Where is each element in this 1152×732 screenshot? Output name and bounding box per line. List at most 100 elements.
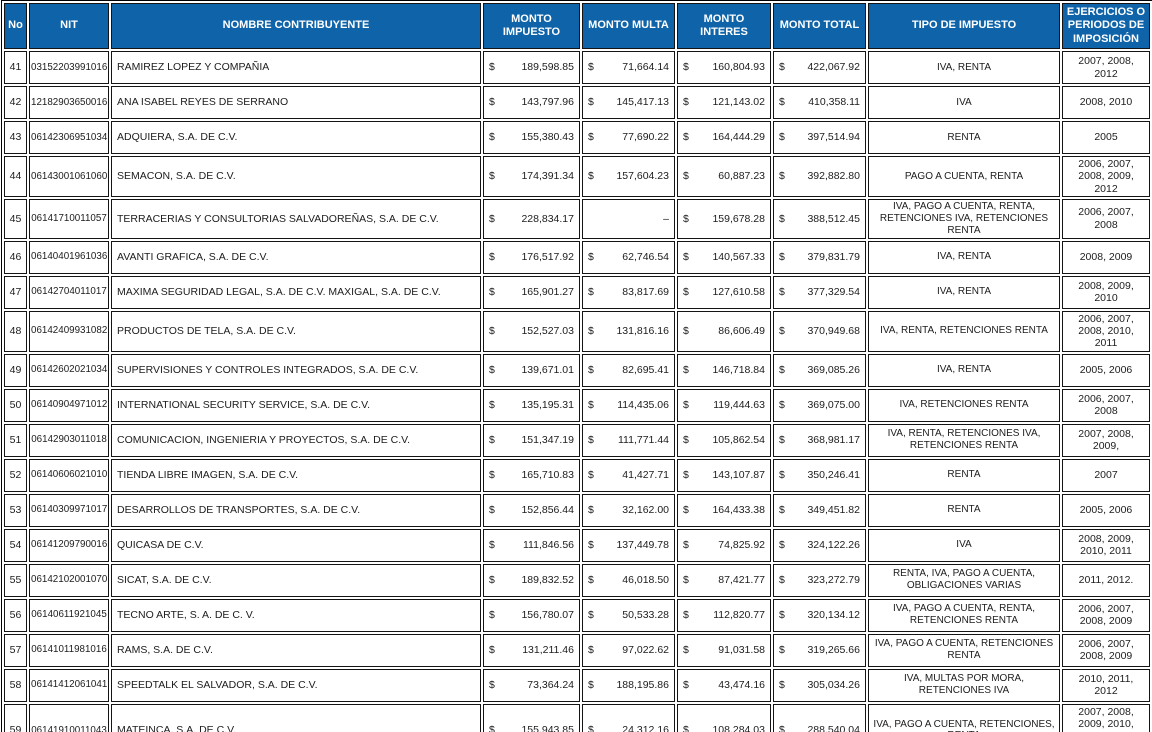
monto-multa: $145,417.13 [582,86,675,119]
monto-multa-value: 157,604.23 [616,170,669,183]
monto-total: $397,514.94 [773,121,866,154]
monto-total-value: 392,882.80 [807,170,860,183]
monto-total-value: 368,981.17 [807,433,860,446]
row-number: 57 [4,633,27,667]
currency-symbol: $ [489,61,495,74]
monto-multa-row: – [588,213,669,225]
monto-impuesto-row: $73,364.24 [489,679,574,691]
monto-multa-row: $137,449.78 [588,539,669,551]
monto-impuesto-row: $155,943.85 [489,724,574,732]
nit-value: 06142306951034 [29,121,109,154]
contribuyente-name: PRODUCTOS DE TELA, S.A. DE C.V. [111,310,481,352]
nit-value: 06140309971017 [29,493,109,527]
periodos-imposicion: 2008, 2009 [1062,240,1150,274]
table-row: 53 06140309971017 DESARROLLOS DE TRANSPORT… [4,493,1150,527]
monto-multa-value: 114,435.06 [617,398,669,411]
monto-multa-value: 145,417.13 [616,96,669,109]
monto-total-value: 324,122.26 [807,538,860,551]
tipo-impuesto: RENTA [868,493,1060,527]
monto-impuesto: $155,943.85 [483,703,580,732]
currency-symbol: $ [779,96,785,109]
monto-multa: $82,695.41 [582,353,675,387]
currency-symbol: $ [588,538,594,551]
currency-symbol: $ [588,643,594,656]
monto-impuesto-row: $156,780.07 [489,609,574,621]
monto-impuesto-row: $155,380.43 [489,131,574,143]
monto-impuesto: $73,364.24 [483,668,580,702]
nit-value: 06142704011017 [29,275,109,309]
currency-symbol: $ [588,363,594,376]
tipo-impuesto: IVA, RENTA [868,275,1060,309]
row-number: 44 [4,156,27,198]
currency-symbol: $ [489,573,495,586]
monto-multa: $97,022.62 [582,633,675,667]
monto-total-row: $350,246.41 [779,469,860,481]
currency-symbol: $ [489,131,495,144]
tipo-impuesto: RENTA, IVA, PAGO A CUENTA, OBLIGACIONES … [868,563,1060,597]
monto-total: $323,272.79 [773,563,866,597]
nit-value: 06140401961036 [29,240,109,274]
contribuyente-name: TIENDA LIBRE IMAGEN, S.A. DE C.V. [111,458,481,492]
monto-impuesto: $135,195.31 [483,388,580,422]
monto-interes: $60,887.23 [677,156,771,198]
currency-symbol: $ [683,643,689,656]
row-number: 51 [4,423,27,457]
monto-impuesto-row: $152,856.44 [489,504,574,516]
monto-interes-row: $146,718.84 [683,364,765,376]
monto-total: $422,067.92 [773,51,866,84]
monto-total-value: 388,512.45 [807,212,860,225]
monto-interes-value: 127,610.58 [712,285,765,298]
monto-impuesto-value: 152,856.44 [521,503,574,516]
contribuyente-name: MAXIMA SEGURIDAD LEGAL, S.A. DE C.V. MAX… [111,275,481,309]
tipo-impuesto: IVA, MULTAS POR MORA, RETENCIONES IVA [868,668,1060,702]
monto-total: $319,265.66 [773,633,866,667]
periodos-imposicion: 2007, 2008, 2012 [1062,51,1150,84]
table-row: 56 06140611921045 TECNO ARTE, S. A. DE C. … [4,598,1150,632]
monto-interes: $105,862.54 [677,423,771,457]
table-row: 57 06141011981016 RAMS, S.A. DE C.V. $131,2… [4,633,1150,667]
table-header: No NIT NOMBRE CONTRIBUYENTE MONTO IMPUESTO M… [4,3,1150,49]
currency-symbol: $ [588,324,594,337]
monto-multa-value: 46,018.50 [622,573,669,586]
monto-multa-value: 131,816.16 [616,324,669,337]
tipo-impuesto: IVA, RENTA [868,51,1060,84]
monto-multa: $83,817.69 [582,275,675,309]
nit-value: 06141910011043 [29,703,109,732]
monto-total-row: $323,272.79 [779,574,860,586]
table-row: 59 06141910011043 MATEINCA, S.A. DE C.V. $1… [4,703,1150,732]
monto-multa: $188,195.86 [582,668,675,702]
row-number: 46 [4,240,27,274]
monto-multa: $41,427.71 [582,458,675,492]
monto-multa-value: 77,690.22 [622,131,669,144]
currency-symbol: $ [779,131,785,144]
monto-total-value: 369,075.00 [807,398,860,411]
monto-total-row: $369,085.26 [779,364,860,376]
monto-impuesto: $155,380.43 [483,121,580,154]
monto-total: $288,540.04 [773,703,866,732]
row-number: 58 [4,668,27,702]
table-row: 49 06142602021034 SUPERVISIONES Y CONTROLE… [4,353,1150,387]
monto-interes-value: 43,474.16 [718,678,765,691]
currency-symbol: $ [779,573,785,586]
monto-total-row: $369,075.00 [779,399,860,411]
monto-impuesto: $189,832.52 [483,563,580,597]
monto-total-row: $324,122.26 [779,539,860,551]
monto-multa-value: 188,195.86 [616,678,669,691]
tipo-impuesto: IVA [868,528,1060,562]
table-row: 48 06142409931082 PRODUCTOS DE TELA, S.A. … [4,310,1150,352]
monto-total: $349,451.82 [773,493,866,527]
monto-multa: $46,018.50 [582,563,675,597]
monto-multa-row: $46,018.50 [588,574,669,586]
nit-value: 06141710011057 [29,199,109,239]
monto-multa-value: 71,664.14 [622,61,669,74]
currency-symbol: $ [683,608,689,621]
monto-multa-value: 82,695.41 [622,363,669,376]
monto-impuesto-value: 151,347.19 [521,433,574,446]
table-row: 46 06140401961036 AVANTI GRAFICA, S.A. DE … [4,240,1150,274]
tipo-impuesto: IVA, PAGO A CUENTA, RENTA, RETENCIONES I… [868,199,1060,239]
monto-total: $370,949.68 [773,310,866,352]
column-header-monto-interes: MONTO INTERES [677,3,771,49]
row-number: 50 [4,388,27,422]
currency-symbol: $ [588,398,594,411]
monto-total-row: $349,451.82 [779,504,860,516]
